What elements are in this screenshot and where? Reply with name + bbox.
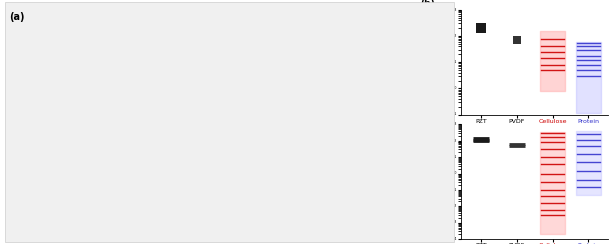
FancyBboxPatch shape [5, 2, 453, 242]
Text: (b): (b) [420, 0, 435, 8]
Text: (c): (c) [420, 113, 434, 122]
Point [512, 38, 522, 42]
Text: (a): (a) [9, 12, 24, 22]
Y-axis label: pC/N or pm/V: pC/N or pm/V [435, 44, 440, 81]
Y-axis label: pC/N or pm/V: pC/N or pm/V [435, 163, 440, 200]
Point [476, 26, 486, 30]
